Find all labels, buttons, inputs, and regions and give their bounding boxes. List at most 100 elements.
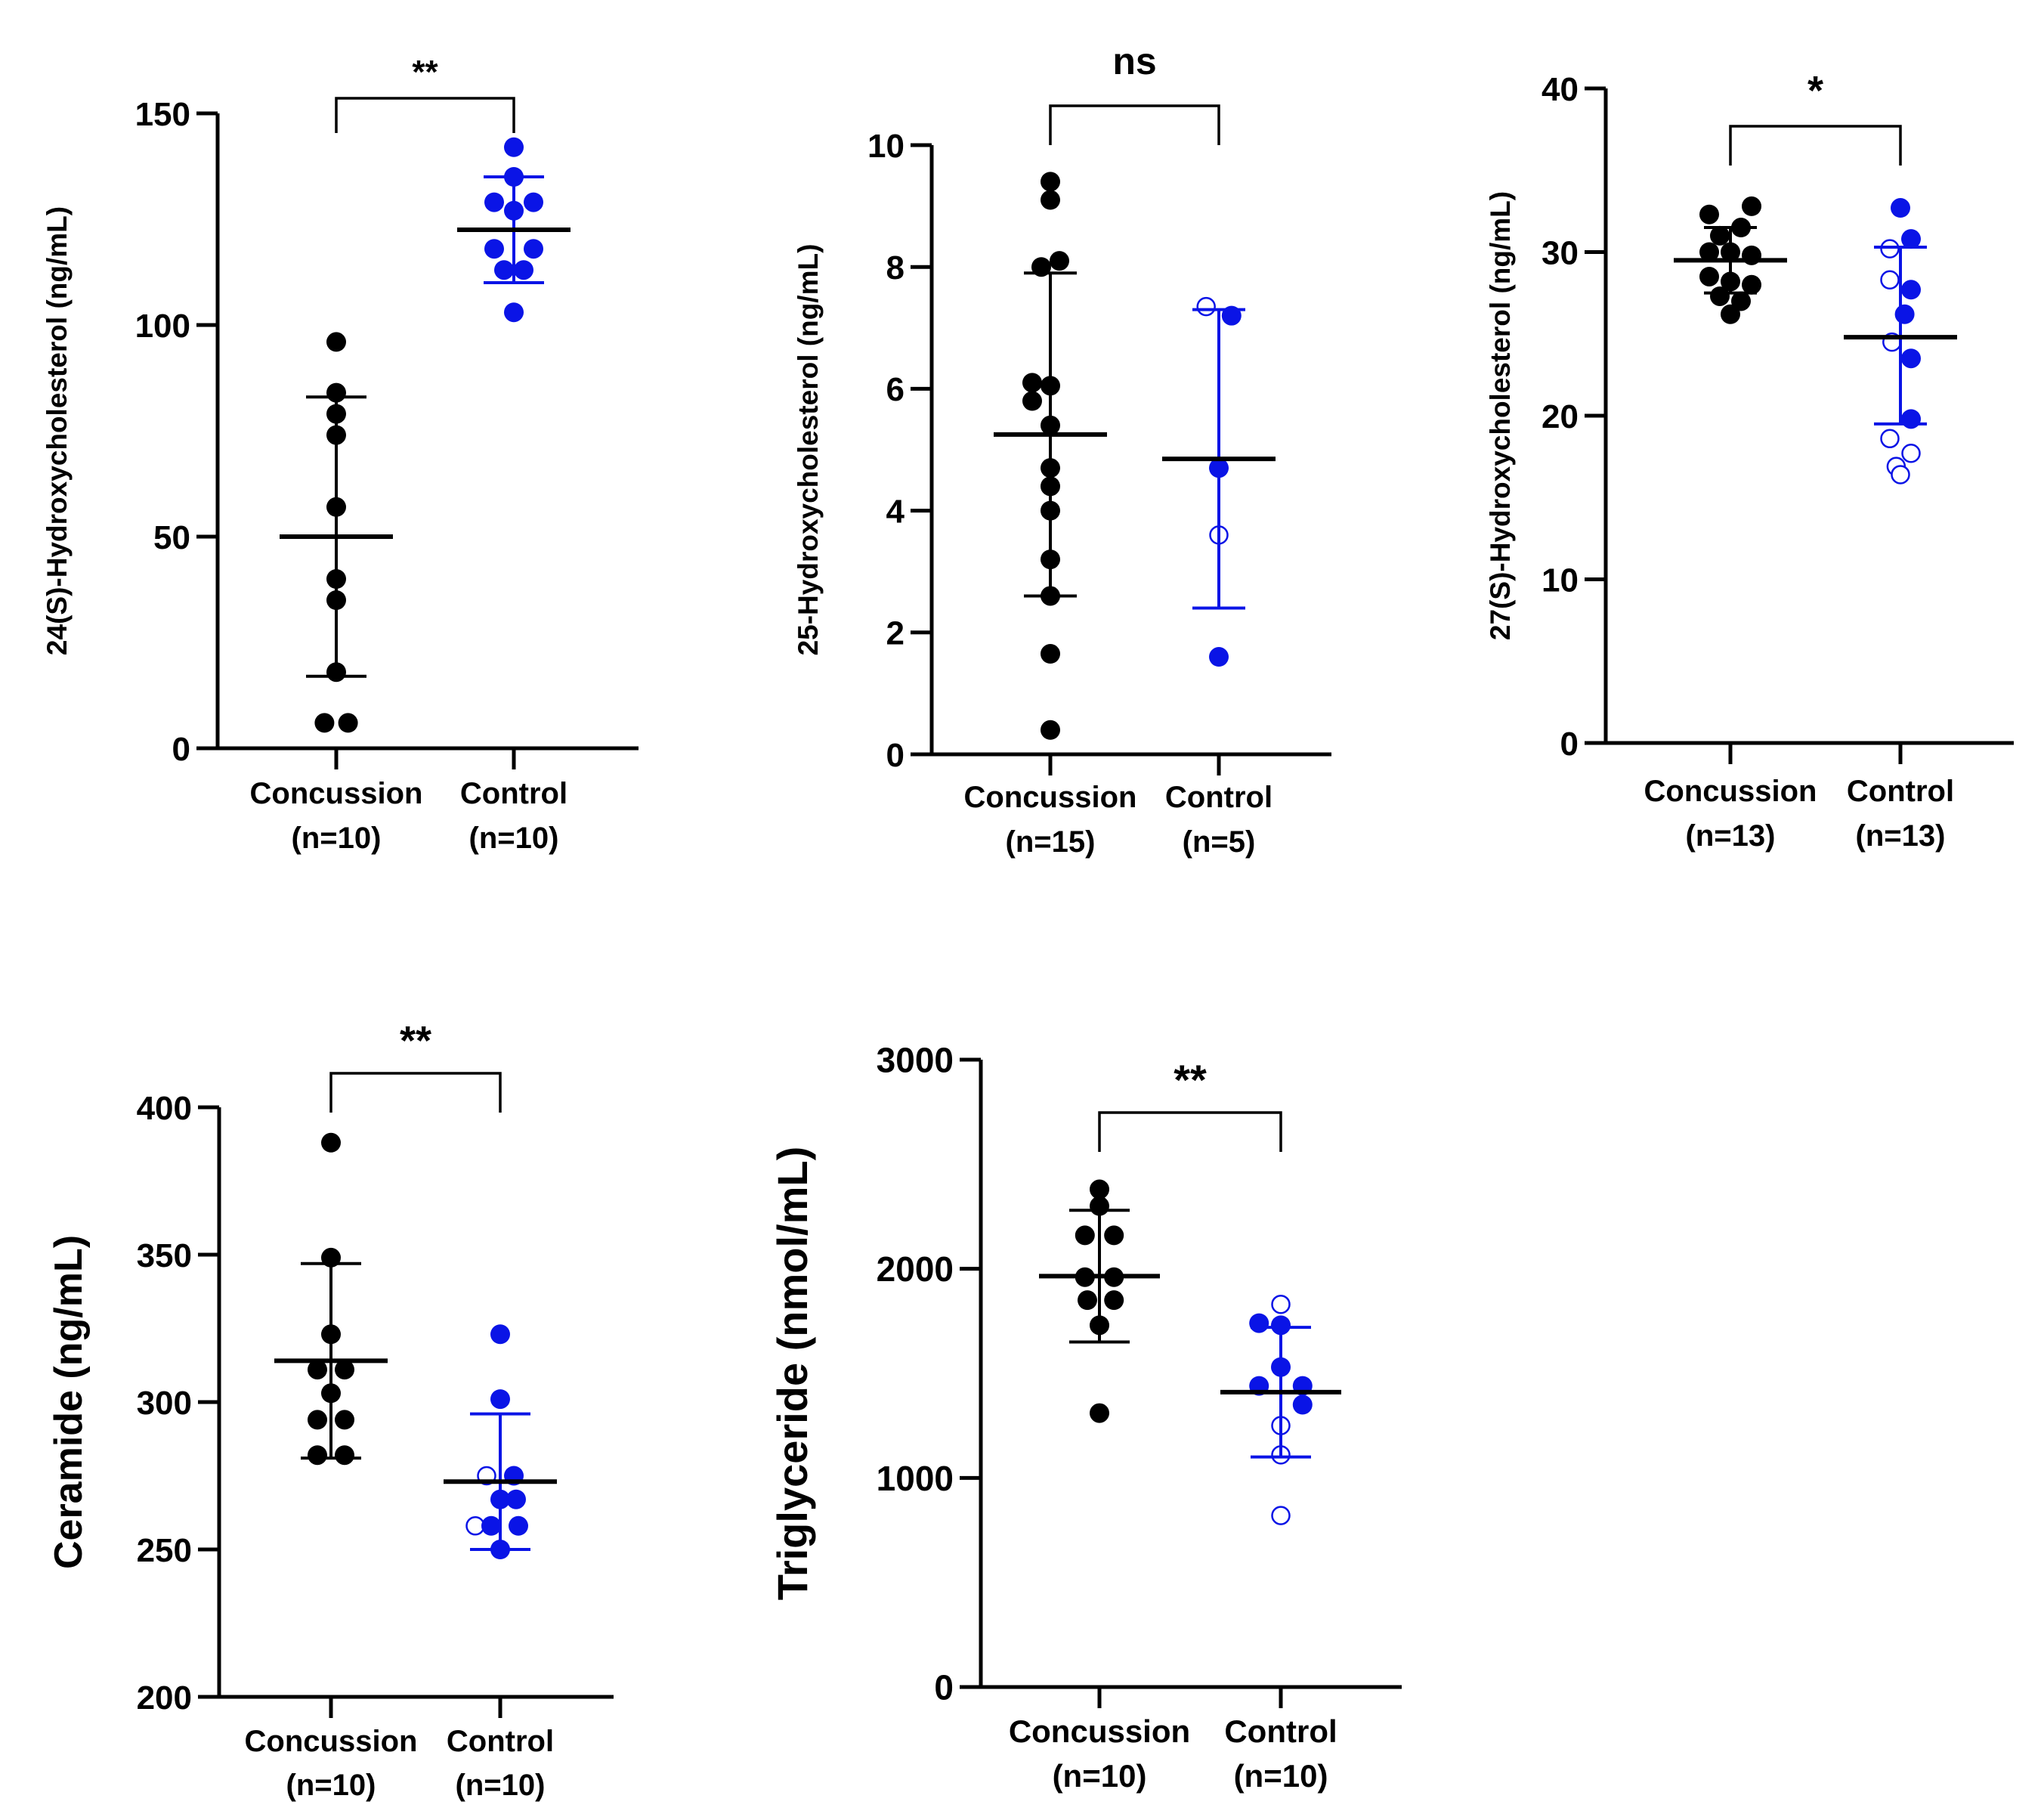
- data-point: [1041, 644, 1060, 664]
- x-n-label: (n=10): [1234, 1758, 1328, 1794]
- data-point: [308, 1410, 327, 1430]
- data-point: [1742, 274, 1761, 295]
- significance-bracket: [1098, 1111, 1282, 1152]
- data-point: [1699, 266, 1719, 286]
- data-point: [1041, 190, 1060, 210]
- data-point: [504, 302, 524, 323]
- x-n-label: (n=10): [292, 822, 382, 855]
- data-point-open: [1196, 296, 1216, 317]
- data-point-open: [1880, 239, 1900, 258]
- data-point: [1901, 280, 1921, 300]
- y-tick-label: 2: [886, 615, 904, 652]
- y-tick-label: 40: [1542, 71, 1579, 108]
- x-category-label: Control: [1847, 775, 1954, 808]
- x-category-label: Concussion: [245, 1725, 418, 1758]
- chart-panel-4: 200 250 300 350 400 Ceramide (ng/mL) Concussio…: [47, 1018, 614, 1802]
- data-point: [1901, 229, 1921, 249]
- data-point: [1090, 1403, 1109, 1423]
- x-category-label: Concussion: [1009, 1713, 1190, 1749]
- data-point-open: [1271, 1294, 1291, 1314]
- data-point: [1104, 1290, 1124, 1311]
- chart-panel-3: 0 10 20 30 40 27(S)-Hydroxycholesterol (ng/mL…: [1485, 68, 2014, 853]
- significance-label: **: [412, 54, 438, 91]
- data-point: [308, 1360, 327, 1380]
- data-point: [1104, 1225, 1124, 1246]
- y-tick-label: 200: [137, 1679, 192, 1716]
- significance-bracket: [335, 97, 515, 133]
- x-n-label: (n=5): [1183, 825, 1256, 859]
- x-n-label: (n=10): [286, 1769, 376, 1802]
- y-axis-label: Ceramide (ng/mL): [47, 1235, 91, 1569]
- data-point-open: [1271, 1506, 1291, 1525]
- data-point: [514, 260, 533, 280]
- y-tick-label: 0: [172, 731, 190, 768]
- chart-panel-2: 0 2 4 6 8 10 25-Hydroxycholesterol (ng/mL) Conc…: [793, 40, 1331, 859]
- y-axis-label: 27(S)-Hydroxycholesterol (ng/mL): [1485, 191, 1516, 640]
- data-point: [1022, 391, 1042, 411]
- x-n-label: (n=10): [1053, 1758, 1147, 1794]
- data-point-open: [1880, 270, 1900, 290]
- x-n-label: (n=10): [456, 1769, 546, 1802]
- y-tick-label: 150: [135, 96, 190, 133]
- y-tick-label: 300: [137, 1385, 192, 1422]
- significance-label: ns: [1112, 40, 1156, 82]
- data-point: [481, 1515, 501, 1536]
- significance-bracket: [329, 1072, 502, 1113]
- data-point: [490, 1324, 510, 1345]
- data-point: [1050, 251, 1069, 271]
- data-point: [1894, 304, 1915, 324]
- data-point: [326, 332, 346, 352]
- y-tick-label: 20: [1542, 398, 1579, 435]
- data-point: [308, 1445, 327, 1466]
- data-point: [494, 260, 514, 280]
- data-point: [1742, 196, 1761, 216]
- y-tick-label: 10: [867, 128, 904, 165]
- data-point: [1721, 304, 1740, 324]
- data-point: [1891, 198, 1910, 218]
- x-category-label: Concussion: [1644, 775, 1817, 808]
- chart-panel-5: 0 1000 2000 3000 Triglyceride (nmol/mL) Concu…: [768, 1041, 1402, 1794]
- y-tick-label: 8: [886, 249, 904, 286]
- y-tick-label: 1000: [877, 1459, 954, 1498]
- data-point: [490, 1389, 510, 1410]
- chart-panel-1: 0 50 100 150 24(S)-Hydroxycholesterol (ng/mL…: [42, 54, 639, 855]
- y-tick-label: 30: [1542, 234, 1579, 271]
- significance-label: **: [400, 1018, 431, 1063]
- x-n-label: (n=10): [469, 822, 559, 855]
- data-point-open: [1901, 444, 1921, 463]
- data-point: [1249, 1313, 1269, 1333]
- significance-label: *: [1807, 68, 1823, 113]
- data-point: [321, 1132, 341, 1153]
- data-point: [335, 1445, 354, 1466]
- y-tick-label: 0: [1560, 726, 1579, 763]
- data-point: [335, 1410, 354, 1430]
- data-point: [338, 713, 358, 733]
- data-point: [1901, 409, 1921, 429]
- data-point: [1699, 242, 1719, 262]
- y-tick-label: 0: [934, 1668, 954, 1707]
- x-category-label: Concussion: [964, 781, 1137, 814]
- y-tick-label: 350: [137, 1237, 192, 1274]
- y-tick-label: 10: [1542, 562, 1579, 599]
- y-axis-label: Triglyceride (nmol/mL): [768, 1147, 816, 1601]
- x-category-label: Control: [1224, 1713, 1337, 1749]
- data-point: [524, 192, 543, 212]
- data-point: [1209, 647, 1229, 667]
- y-axis-label: 24(S)-Hydroxycholesterol (ng/mL): [42, 206, 73, 655]
- x-category-label: Control: [460, 777, 567, 810]
- x-n-label: (n=13): [1856, 819, 1946, 853]
- data-point: [1710, 225, 1730, 246]
- data-point: [1699, 204, 1719, 224]
- y-tick-label: 6: [886, 371, 904, 408]
- data-point: [1041, 172, 1060, 192]
- data-point: [335, 1360, 354, 1380]
- y-tick-label: 250: [137, 1532, 192, 1569]
- data-point: [1271, 1315, 1291, 1336]
- y-axis-label: 25-Hydroxycholesterol (ng/mL): [793, 244, 824, 656]
- data-point: [1078, 1290, 1097, 1311]
- y-tick-label: 400: [137, 1090, 192, 1127]
- y-tick-label: 100: [135, 308, 190, 345]
- y-tick-label: 3000: [877, 1041, 954, 1080]
- data-point: [509, 1515, 528, 1536]
